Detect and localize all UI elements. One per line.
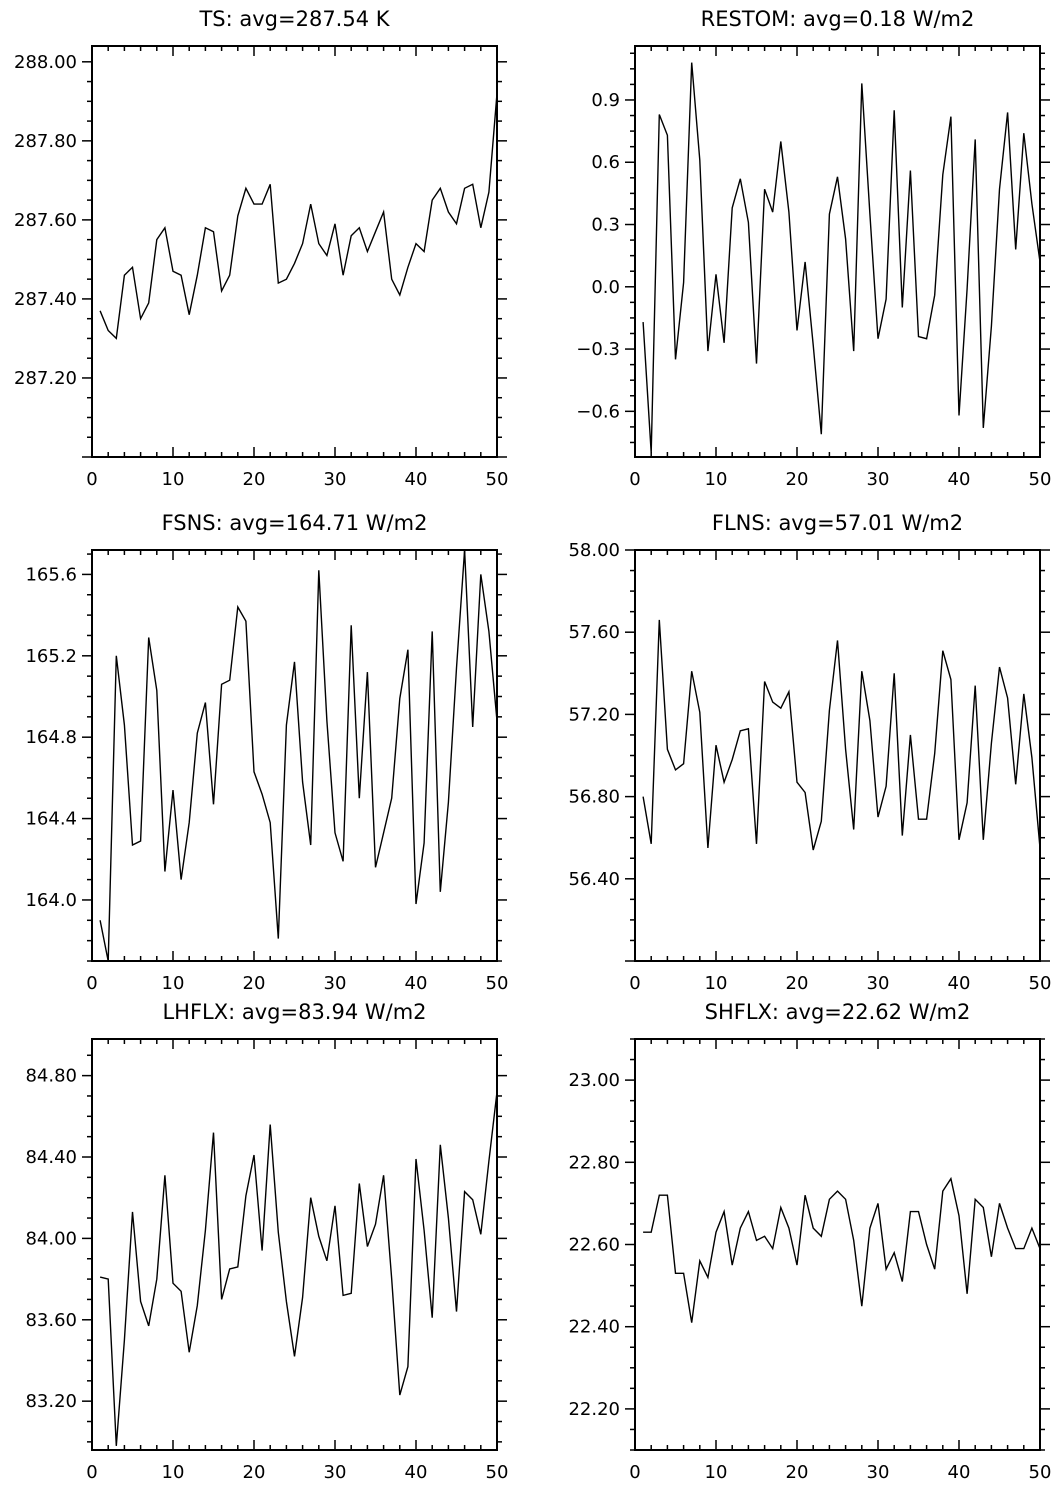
y-tick-label: 165.2	[25, 646, 77, 667]
x-tick-label: 30	[867, 469, 890, 490]
x-tick-label: 40	[948, 1462, 971, 1483]
y-tick-label: 56.40	[568, 869, 620, 890]
y-tick-label: 23.00	[568, 1070, 620, 1091]
y-tick-label: 83.20	[25, 1391, 77, 1412]
x-tick-label: 30	[867, 973, 890, 994]
y-tick-label: 84.80	[25, 1066, 77, 1087]
chart-title: FSNS: avg=164.71 W/m2	[162, 511, 428, 535]
plot-frame	[91, 45, 498, 458]
series-line	[642, 62, 1040, 453]
series-line	[99, 1091, 497, 1446]
y-tick-label: 0.6	[591, 152, 620, 173]
x-tick-label: 50	[1029, 1462, 1052, 1483]
y-tick-label: 58.00	[568, 540, 620, 561]
x-tick-label: 10	[705, 469, 728, 490]
chart-title: LHFLX: avg=83.94 W/m2	[162, 1000, 426, 1024]
x-tick-label: 20	[243, 973, 266, 994]
y-tick-label: 287.20	[14, 368, 77, 389]
chart-panel: FLNS: avg=57.01 W/m2 0 10 20 30 40 50 56.40 56.8…	[568, 511, 1051, 994]
x-tick-label: 50	[486, 1462, 509, 1483]
y-tick-label: 84.00	[25, 1228, 77, 1249]
x-tick-label: 20	[786, 973, 809, 994]
x-tick-label: 10	[705, 1462, 728, 1483]
x-tick-label: 20	[786, 469, 809, 490]
x-tick-label: 40	[405, 469, 428, 490]
y-tick-label: 56.80	[568, 787, 620, 808]
x-tick-label: 40	[948, 973, 971, 994]
chart-panel: LHFLX: avg=83.94 W/m2 0 10 20 30 40 50 83.20 83.…	[25, 1000, 508, 1483]
y-tick-label: 57.60	[568, 622, 620, 643]
x-tick-label: 50	[486, 469, 509, 490]
series-line	[642, 619, 1040, 851]
x-tick-label: 50	[1029, 469, 1052, 490]
x-tick-label: 20	[243, 1462, 266, 1483]
y-tick-label: 0.9	[591, 90, 620, 111]
y-tick-label: 164.4	[25, 809, 77, 830]
x-tick-label: 20	[786, 1462, 809, 1483]
chart-panel: TS: avg=287.54 K 0 10 20 30 40 50 287.20 287.40 2…	[14, 7, 508, 490]
y-tick-label: 22.60	[568, 1235, 620, 1256]
x-tick-label: 0	[629, 973, 640, 994]
y-tick-label: 83.60	[25, 1310, 77, 1331]
y-tick-label: 164.0	[25, 890, 77, 911]
x-tick-label: 0	[86, 1462, 97, 1483]
y-tick-label: −0.6	[576, 401, 620, 422]
x-tick-label: 10	[162, 973, 185, 994]
chart-title: SHFLX: avg=22.62 W/m2	[705, 1000, 971, 1024]
x-tick-label: 0	[86, 469, 97, 490]
plot-frame	[91, 1038, 498, 1451]
plot-frame	[91, 549, 498, 962]
y-tick-label: 288.00	[14, 52, 77, 73]
chart-panel: SHFLX: avg=22.62 W/m2 0 10 20 30 40 50 22.20 22.…	[568, 1000, 1051, 1483]
x-tick-label: 0	[629, 1462, 640, 1483]
chart-panel: RESTOM: avg=0.18 W/m2 0 10 20 30 40 50 −0.6 −0.3…	[576, 7, 1051, 490]
y-tick-label: 287.40	[14, 289, 77, 310]
x-tick-label: 50	[486, 973, 509, 994]
x-tick-label: 10	[705, 973, 728, 994]
y-tick-label: 164.8	[25, 727, 77, 748]
x-tick-label: 30	[867, 1462, 890, 1483]
y-tick-label: 84.40	[25, 1147, 77, 1168]
x-tick-label: 30	[324, 973, 347, 994]
chart-title: FLNS: avg=57.01 W/m2	[712, 511, 963, 535]
plot-frame	[634, 1038, 1041, 1451]
series-line	[99, 550, 497, 961]
y-tick-label: 287.60	[14, 210, 77, 231]
x-tick-label: 10	[162, 1462, 185, 1483]
x-tick-label: 40	[405, 1462, 428, 1483]
x-tick-label: 20	[243, 469, 266, 490]
x-tick-label: 30	[324, 1462, 347, 1483]
y-tick-label: 57.20	[568, 704, 620, 725]
plot-frame	[634, 45, 1041, 458]
chart-title: TS: avg=287.54 K	[198, 7, 390, 31]
series-line	[99, 93, 497, 340]
y-tick-label: −0.3	[576, 339, 620, 360]
x-tick-label: 40	[948, 469, 971, 490]
y-tick-label: 165.6	[25, 564, 77, 585]
x-tick-label: 10	[162, 469, 185, 490]
x-tick-label: 0	[86, 973, 97, 994]
x-tick-label: 0	[629, 469, 640, 490]
x-tick-label: 50	[1029, 973, 1052, 994]
chart-panel: FSNS: avg=164.71 W/m2 0 10 20 30 40 50 164.0 164…	[25, 511, 508, 994]
x-tick-label: 40	[405, 973, 428, 994]
y-tick-label: 0.0	[591, 277, 620, 298]
y-tick-label: 287.80	[14, 131, 77, 152]
series-line	[643, 1176, 1040, 1323]
y-tick-label: 22.20	[568, 1399, 620, 1420]
chart-title: RESTOM: avg=0.18 W/m2	[701, 7, 975, 31]
y-tick-label: 22.40	[568, 1317, 620, 1338]
x-tick-label: 30	[324, 469, 347, 490]
y-tick-label: 22.80	[568, 1152, 620, 1173]
y-tick-label: 0.3	[591, 215, 620, 236]
